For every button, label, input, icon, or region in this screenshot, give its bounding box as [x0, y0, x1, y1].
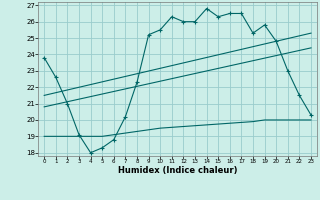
X-axis label: Humidex (Indice chaleur): Humidex (Indice chaleur)	[118, 166, 237, 175]
